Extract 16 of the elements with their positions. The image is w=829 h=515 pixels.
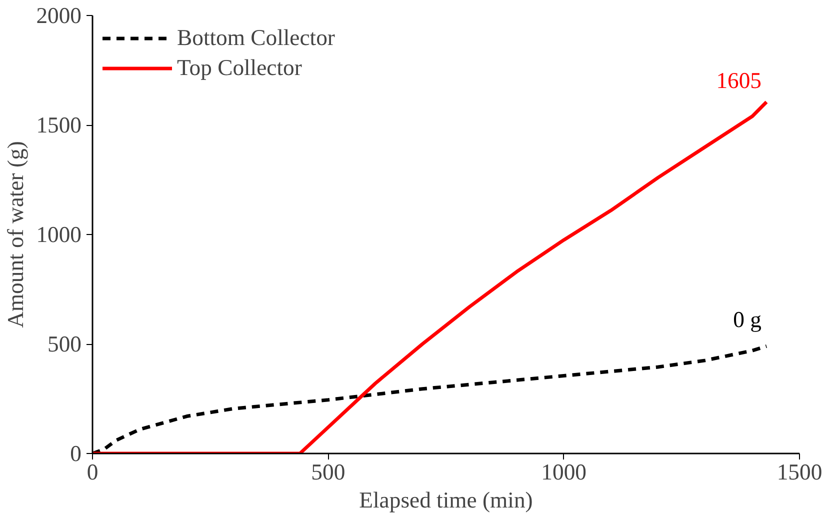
y-tick-label: 0: [70, 441, 82, 466]
line-series: [92, 100, 768, 454]
x-tick-label: 1500: [776, 460, 822, 484]
y-tick-label: 1500: [36, 112, 82, 138]
annotation: 1605: [716, 68, 762, 94]
y-tick-label: 1000: [36, 222, 82, 247]
x-tick-label: 1000: [541, 460, 586, 484]
annotation: 0 g: [733, 307, 762, 332]
y-axis-title: Amount of water (g): [3, 141, 28, 328]
y-tick-label: 2000: [36, 3, 82, 28]
x-tick-label: 0: [86, 460, 98, 484]
x-tick-label: 500: [311, 460, 346, 484]
legend-label: Top Collector: [177, 55, 302, 81]
x-axis-title: Elapsed time (min): [359, 488, 533, 512]
y-tick-label: 500: [48, 332, 82, 356]
legend-label: Bottom Collector: [177, 25, 335, 51]
